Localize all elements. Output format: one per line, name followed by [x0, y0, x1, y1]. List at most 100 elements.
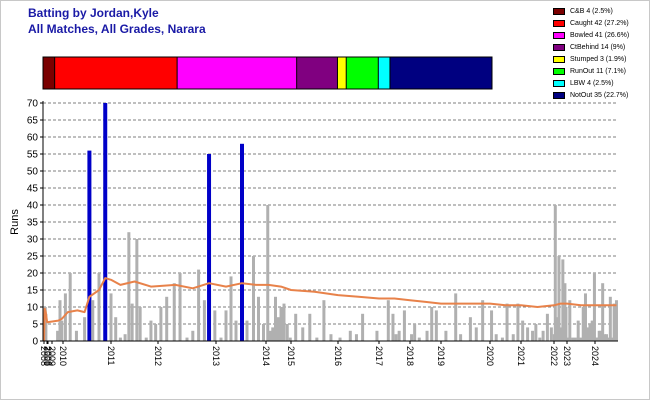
innings-bar	[592, 273, 596, 341]
average-line	[43, 277, 617, 342]
innings-bar	[375, 330, 379, 341]
innings-bar	[202, 300, 206, 341]
innings-bar	[219, 337, 223, 341]
x-tick-label: 2009	[47, 346, 57, 366]
innings-bar	[322, 300, 326, 341]
innings-bar	[229, 276, 233, 341]
innings-bar	[605, 334, 608, 341]
innings-bar	[583, 293, 587, 341]
legend-swatch	[553, 92, 565, 99]
innings-bar	[60, 320, 64, 341]
innings-bar	[68, 273, 72, 341]
innings-bar	[434, 310, 438, 341]
innings-bar	[581, 307, 585, 341]
innings-bar	[505, 303, 509, 341]
innings-bar	[197, 269, 201, 341]
x-tick-label: 2017	[374, 346, 384, 366]
innings-bar	[516, 303, 520, 341]
x-tick-label: 2011	[106, 346, 116, 365]
legend-label: Caught 42 (27.2%)	[570, 20, 629, 27]
x-tick-label: 2016	[333, 346, 343, 366]
innings-bar	[262, 324, 265, 341]
stack-segment-notout	[389, 57, 492, 89]
innings-bar	[391, 313, 395, 341]
innings-bar	[541, 330, 545, 341]
legend-swatch	[553, 56, 565, 63]
innings-bar	[348, 330, 352, 341]
legend-swatch	[553, 80, 565, 87]
y-tick-label: 20	[27, 269, 39, 280]
innings-bar	[386, 300, 390, 341]
legend-swatch	[553, 8, 565, 15]
chart-subtitle: All Matches, All Grades, Narara	[28, 22, 206, 36]
innings-bar	[301, 327, 305, 341]
legend-label: LBW 4 (2.5%)	[570, 80, 614, 87]
x-tick-label: 2009	[42, 346, 52, 366]
y-tick-label: 65	[27, 116, 39, 127]
x-tick-label: 2023	[562, 346, 572, 366]
innings-bar	[468, 317, 472, 341]
y-tick-label: 10	[27, 303, 39, 314]
innings-bar	[397, 330, 401, 341]
legend-swatch	[553, 20, 565, 27]
tick-labels: 0 5 10 15 20 25 30 35 40 45 50 55 60 65 70 Runs 20082008…	[9, 99, 600, 367]
innings-bar	[521, 320, 525, 341]
innings-bar	[494, 334, 498, 341]
innings-bar	[594, 337, 598, 341]
innings-bar	[315, 337, 319, 341]
innings-bar	[224, 310, 228, 341]
innings-bar	[597, 330, 601, 341]
y-tick-label: 0	[32, 337, 38, 348]
innings-bar	[394, 334, 398, 341]
axes	[42, 101, 618, 344]
y-tick-label: 15	[27, 286, 39, 297]
batting-average-line	[43, 277, 617, 342]
innings-bar	[91, 300, 95, 341]
x-tick-label: 2014	[261, 346, 271, 366]
innings-bar	[571, 337, 575, 341]
innings-bar	[606, 337, 610, 341]
innings-bar	[490, 310, 494, 341]
legend-swatch	[553, 32, 565, 39]
innings-bar	[294, 313, 298, 341]
x-tick-label: 2013	[211, 346, 221, 366]
innings-bar	[191, 330, 195, 341]
innings-bar	[271, 327, 275, 341]
y-tick-label: 60	[27, 133, 39, 144]
innings-bar	[500, 337, 504, 341]
y-tick-label: 45	[27, 184, 39, 195]
legend-item-notout: NotOut 35 (22.7%)	[553, 90, 649, 102]
innings-bar	[329, 334, 333, 341]
innings-bar	[481, 300, 485, 341]
x-tick-label: 2008	[43, 346, 53, 366]
innings-bar	[454, 293, 458, 341]
y-tick-label: 50	[27, 167, 39, 178]
innings-bar	[279, 307, 283, 341]
legend-item-runout: RunOut 11 (7.1%)	[553, 66, 649, 78]
innings-bar	[172, 283, 176, 341]
innings-bar	[549, 327, 553, 341]
innings-bar	[266, 205, 270, 341]
legend-item-bowled: Bowled 41 (26.6%)	[553, 30, 649, 42]
x-tick-label: 2012	[153, 346, 163, 366]
x-tick-label: 2021	[516, 346, 526, 366]
y-tick-label: 40	[27, 201, 39, 212]
innings-bar	[44, 313, 48, 341]
innings-bar	[610, 337, 614, 341]
innings-bar	[557, 256, 561, 341]
innings-bar	[410, 334, 414, 341]
x-tick-label: 2010	[58, 346, 68, 366]
legend-label: Bowled 41 (26.6%)	[570, 32, 630, 39]
y-tick-label: 30	[27, 235, 39, 246]
grid-lines	[40, 102, 618, 342]
innings-bar	[614, 300, 618, 341]
innings-bar	[123, 334, 127, 341]
innings-bar	[601, 283, 605, 341]
innings-bar	[127, 232, 131, 341]
y-tick-label: 25	[27, 252, 39, 263]
innings-bar	[417, 337, 421, 341]
innings-bar	[276, 317, 280, 341]
legend-item-stumped: Stumped 3 (1.9%)	[553, 54, 649, 66]
innings-bar	[274, 296, 277, 341]
innings-bar	[564, 307, 568, 341]
